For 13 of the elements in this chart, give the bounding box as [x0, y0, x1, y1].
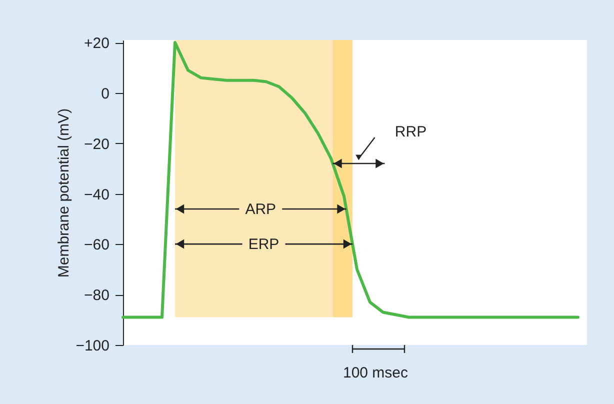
- line-series: [122, 41, 580, 319]
- y-tick-label: −40: [84, 186, 110, 204]
- y-tick-label: −20: [84, 136, 110, 153]
- y-tick-label: −100: [76, 338, 110, 354]
- y-tick-label: −80: [84, 287, 110, 304]
- annotation: ERP: [248, 236, 280, 254]
- y-tick-label: 0: [101, 85, 110, 102]
- x-axis-title: 100 msec: [342, 364, 409, 382]
- y-tick-label: −60: [84, 236, 110, 254]
- annotation: ARP: [245, 200, 276, 218]
- annotation: RRP: [394, 124, 427, 141]
- y-tick-label: +20: [84, 35, 110, 52]
- y-axis-title: Membrane potential (mV): [56, 108, 73, 278]
